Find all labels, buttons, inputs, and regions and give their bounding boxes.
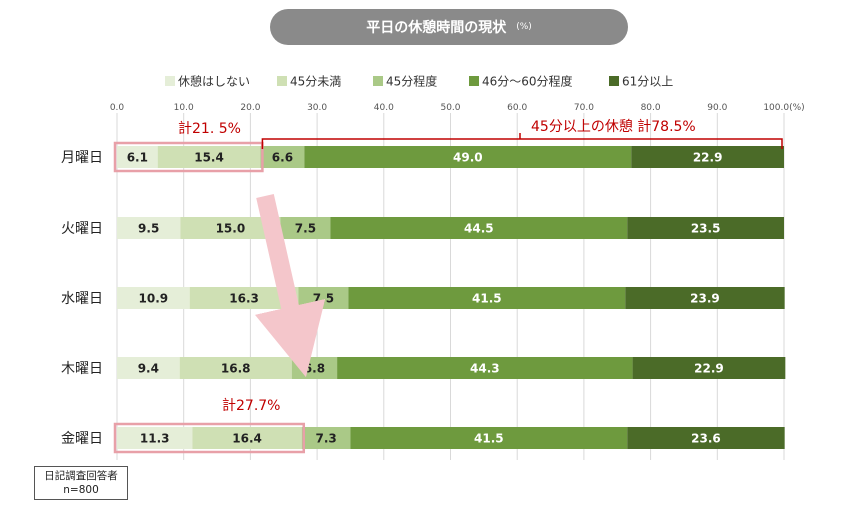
bracket <box>261 138 783 149</box>
category-label: 火曜日 <box>61 221 103 237</box>
sample-note-line2: n=800 <box>63 484 99 496</box>
legend-swatch <box>373 76 383 86</box>
data-label: 16.8 <box>221 362 251 376</box>
data-label: 7.5 <box>295 222 316 236</box>
legend-label: 休憩はしない <box>178 74 250 89</box>
x-tick-label: 60.0 <box>507 103 527 113</box>
chart-title-unit: (%) <box>516 22 532 32</box>
bar-segment <box>631 146 784 168</box>
data-label: 44.3 <box>470 362 500 376</box>
data-label: 6.1 <box>127 151 148 165</box>
bar-segment <box>157 146 261 168</box>
bar-segment <box>117 146 158 168</box>
highlight-box <box>113 141 264 173</box>
sample-note: 日記調査回答者 n=800 <box>34 466 128 500</box>
bar-segment <box>350 427 628 449</box>
data-label: 16.3 <box>229 292 259 306</box>
category-label: 月曜日 <box>61 150 103 166</box>
data-label: 7.3 <box>315 432 336 446</box>
bar-segment <box>632 357 786 379</box>
data-label: 15.4 <box>194 151 224 165</box>
bar-segment <box>117 287 190 309</box>
bar-segment <box>304 146 632 168</box>
bar-segment <box>117 217 181 239</box>
trend-arrow <box>254 194 326 378</box>
x-axis-ticks: 0.0 10.0 20.0 30.0 40.0 50.0 60.0 70.0 80.0 90.0 1… <box>110 103 805 113</box>
category-label: 水曜日 <box>61 291 103 307</box>
data-label: 15.0 <box>216 222 246 236</box>
total-label-top-right: 45分以上の休憩 計78.5% <box>531 118 696 135</box>
legend-swatch <box>277 76 287 86</box>
data-label: 23.5 <box>691 222 721 236</box>
data-label: 41.5 <box>472 292 502 306</box>
data-label: 9.5 <box>138 222 159 236</box>
x-tick-label: 70.0 <box>574 103 594 113</box>
x-tick-label: 20.0 <box>240 103 260 113</box>
legend-label: 61分以上 <box>622 75 673 89</box>
bar-segment <box>301 427 351 449</box>
x-tick-label: 30.0 <box>307 103 327 113</box>
bar-segment <box>330 217 628 239</box>
bar-segment <box>260 146 305 168</box>
bar-segment <box>192 427 302 449</box>
data-label: 10.9 <box>139 292 169 306</box>
bar-segment <box>117 357 180 379</box>
chart-title-text: 平日の休憩時間の現状 <box>366 20 507 36</box>
sample-note-line1: 日記調査回答者 <box>44 470 118 482</box>
bars: 6.1 15.4 6.6 49.0 22.9 9.5 15.0 7.5 44.5 23.5 10.9… <box>117 146 786 449</box>
data-label: 23.9 <box>690 292 720 306</box>
category-label: 木曜日 <box>61 361 103 377</box>
legend-label: 46分～60分程度 <box>482 74 573 89</box>
x-tick-label: 100.0(%) <box>763 103 804 113</box>
category-label: 金曜日 <box>61 431 103 447</box>
data-label: 41.5 <box>474 432 504 446</box>
x-tick-label: 80.0 <box>641 103 661 113</box>
bar-segment <box>627 427 785 449</box>
legend-label: 45分程度 <box>386 74 437 89</box>
chart-title: 平日の休憩時間の現状 (%) <box>270 9 628 45</box>
data-label: 44.5 <box>464 222 494 236</box>
highlight-box <box>113 422 306 454</box>
x-tick-label: 90.0 <box>707 103 727 113</box>
annotations: 計21. 5% 45分以上の休憩 計78.5% 計27.7% <box>113 118 783 454</box>
legend-swatch <box>165 76 175 86</box>
bar-segment <box>348 287 626 309</box>
bar-segment <box>117 427 193 449</box>
data-label: 23.6 <box>691 432 721 446</box>
legend-label: 45分未満 <box>290 75 341 89</box>
x-tick-label: 0.0 <box>110 103 125 113</box>
total-label-top-left: 計21. 5% <box>178 121 241 137</box>
legend-swatch <box>609 76 619 86</box>
legend: 休憩はしない 45分未満 45分程度 46分～60分程度 61分以上 <box>165 74 673 89</box>
bar-segment <box>625 287 785 309</box>
data-label: 6.6 <box>272 151 293 165</box>
data-label: 16.4 <box>232 432 262 446</box>
x-tick-label: 10.0 <box>174 103 194 113</box>
data-label: 22.9 <box>694 362 724 376</box>
data-label: 49.0 <box>453 151 483 165</box>
bar-segment <box>337 357 633 379</box>
x-tick-label: 50.0 <box>440 103 460 113</box>
bar-segment <box>180 217 281 239</box>
legend-swatch <box>469 76 479 86</box>
data-label: 9.4 <box>138 362 159 376</box>
data-label: 7.5 <box>313 292 334 306</box>
x-tick-label: 40.0 <box>374 103 394 113</box>
total-label-bottom: 計27.7% <box>222 398 280 414</box>
data-label: 6.8 <box>304 362 325 376</box>
data-label: 22.9 <box>693 151 723 165</box>
bar-segment <box>280 217 331 239</box>
bar-segment <box>627 217 784 239</box>
data-label: 11.3 <box>140 432 170 446</box>
